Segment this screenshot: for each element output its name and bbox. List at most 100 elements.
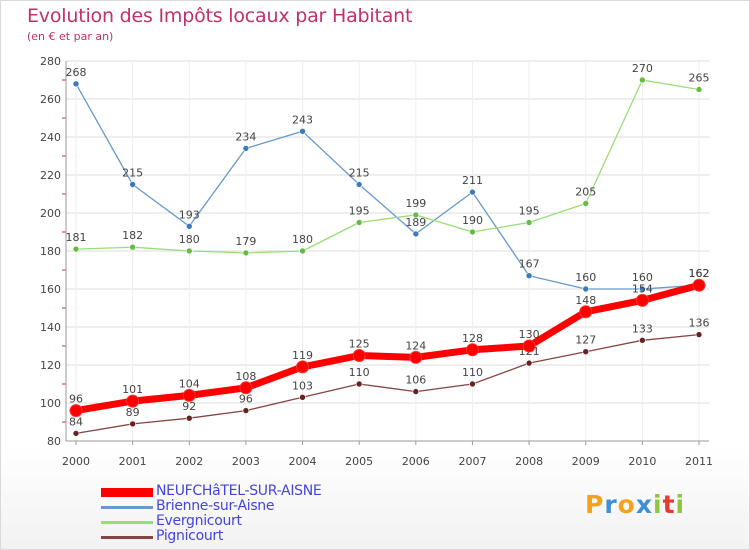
x-tick-label: 2001 (119, 455, 147, 468)
data-label: 130 (519, 328, 540, 341)
data-label: 108 (235, 370, 256, 383)
data-point (242, 407, 250, 414)
data-point (242, 145, 250, 152)
legend-label: Brienne-sur-Aisne (156, 498, 275, 514)
y-tick-label: 280 (40, 55, 61, 68)
data-point (695, 331, 703, 338)
chart-subtitle: (en € et par an) (27, 30, 114, 43)
data-label: 136 (689, 317, 710, 330)
y-tick-label: 80 (47, 435, 61, 448)
data-label: 154 (632, 282, 653, 295)
x-tick-label: 2010 (628, 455, 656, 468)
data-label: 243 (292, 113, 313, 126)
data-label: 125 (349, 338, 370, 351)
data-point (582, 285, 590, 293)
data-point (296, 360, 310, 374)
series-line (75, 83, 700, 290)
data-label: 195 (349, 205, 370, 218)
legend-label: Evergnicourt (156, 513, 242, 529)
y-tick-label: 140 (40, 321, 61, 334)
data-point (182, 388, 196, 402)
data-label: 96 (239, 393, 253, 406)
data-label: 190 (462, 214, 483, 227)
data-label: 101 (122, 383, 143, 396)
data-point (469, 380, 476, 388)
data-point (242, 249, 250, 257)
data-point (352, 349, 366, 362)
x-tick-label: 2011 (685, 455, 713, 468)
data-point (639, 76, 646, 84)
data-label: 265 (689, 72, 710, 85)
chart-title: Evolution des Impôts locaux par Habitant (27, 5, 413, 27)
data-label: 182 (122, 229, 143, 242)
data-label: 234 (235, 130, 256, 143)
y-tick-label: 180 (40, 245, 61, 258)
data-point (355, 380, 363, 388)
data-point (185, 247, 193, 255)
data-label: 160 (575, 271, 596, 284)
data-label: 179 (235, 235, 256, 248)
data-point (409, 350, 423, 364)
data-label: 180 (179, 233, 200, 246)
legend-swatch (101, 506, 153, 509)
data-point (129, 181, 136, 188)
data-point (639, 285, 646, 293)
data-point (639, 336, 646, 344)
data-label: 89 (126, 406, 140, 419)
data-point (465, 343, 479, 357)
data-point (579, 305, 593, 319)
y-tick-label: 240 (40, 131, 61, 144)
data-point (412, 388, 420, 395)
data-label: 103 (292, 379, 313, 392)
y-tick-label: 120 (40, 359, 61, 372)
data-label: 128 (462, 332, 483, 345)
data-label: 189 (405, 216, 426, 229)
data-label: 268 (66, 66, 87, 79)
logo-letter: r (604, 490, 618, 519)
data-label: 96 (69, 393, 83, 406)
data-point (525, 272, 533, 280)
logo-letter: i (675, 490, 686, 519)
x-tick-label: 2009 (572, 455, 600, 468)
data-label: 162 (689, 267, 710, 280)
series-line (75, 333, 700, 435)
logo-letter: i (653, 490, 663, 519)
data-point (469, 228, 476, 236)
x-tick-label: 2003 (232, 455, 260, 468)
data-point (72, 80, 80, 88)
y-tick-label: 220 (40, 169, 61, 182)
logo-letter: P (585, 490, 605, 519)
data-label: 215 (122, 167, 143, 180)
data-label: 199 (405, 197, 426, 210)
data-point (72, 245, 80, 253)
data-point (299, 393, 306, 401)
x-tick-label: 2000 (62, 455, 90, 468)
data-point (185, 223, 193, 230)
y-tick-label: 200 (40, 207, 61, 220)
x-tick-label: 2002 (175, 455, 203, 468)
legend-swatch (101, 536, 153, 539)
data-point (185, 414, 193, 422)
data-label: 180 (292, 233, 313, 246)
data-label: 215 (349, 167, 370, 180)
data-label: 104 (179, 377, 200, 390)
y-tick-label: 160 (40, 283, 61, 296)
legend-swatch (101, 488, 153, 497)
data-point (126, 394, 140, 408)
data-point (299, 247, 306, 255)
data-label: 106 (405, 374, 426, 387)
data-point (239, 381, 253, 395)
data-label: 92 (182, 400, 196, 413)
data-point (582, 200, 590, 207)
logo-letter: t (662, 490, 676, 519)
data-label: 133 (632, 322, 653, 335)
data-point (525, 359, 533, 367)
legend-label: Pignicourt (156, 528, 224, 544)
data-point (522, 339, 536, 353)
data-label: 124 (405, 339, 426, 352)
data-label: 119 (292, 349, 313, 362)
logo-letter: o (617, 490, 636, 519)
data-point (692, 278, 706, 292)
